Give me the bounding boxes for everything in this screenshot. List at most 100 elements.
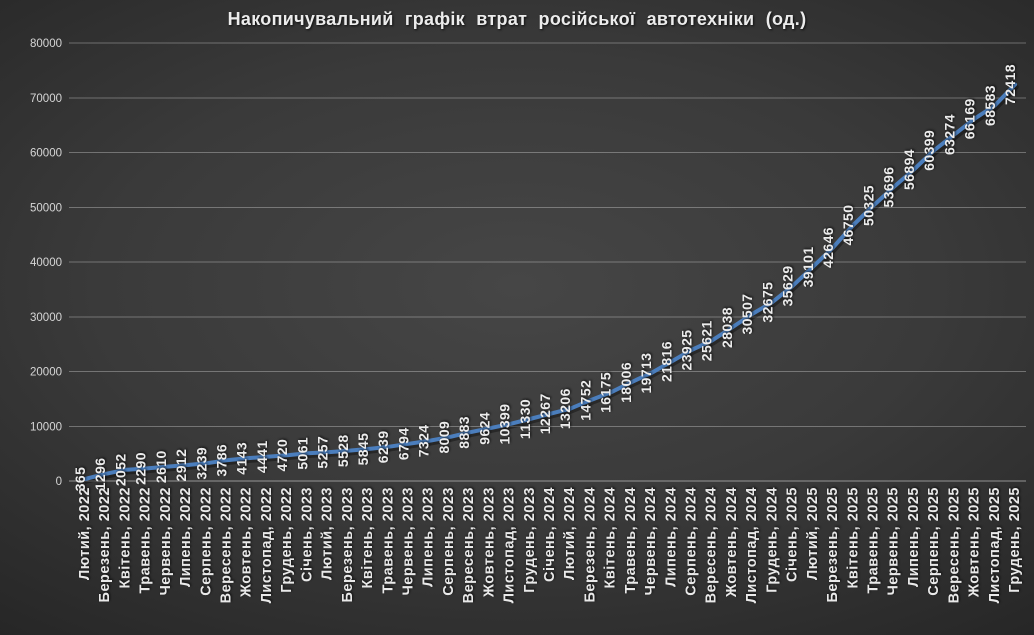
data-point-label: 46750 (840, 205, 856, 246)
data-point-label: 2052 (112, 453, 128, 486)
x-axis-category-label: Червень, 2024 (643, 487, 659, 595)
x-axis-category-label: Лютий, 2022 (77, 487, 93, 580)
data-point-label: 28038 (719, 307, 735, 348)
x-axis-category-label: Березень, 2024 (582, 487, 598, 602)
x-axis-category-label: Червень, 2023 (400, 487, 416, 595)
chart-title: Накопичувальний графік втрат російської … (227, 9, 807, 29)
data-point-label: 35629 (780, 265, 796, 306)
x-axis-category-label: Вересень, 2025 (946, 487, 962, 603)
x-axis-category-label: Травень, 2025 (865, 487, 881, 594)
data-point-label: 9624 (476, 412, 492, 445)
x-axis-category-label: Грудень, 2024 (764, 487, 780, 593)
x-axis-category-label: Жовтень, 2024 (724, 487, 740, 598)
data-point-label: 18006 (618, 362, 634, 403)
data-point-label: 6794 (395, 427, 411, 460)
x-axis-category-label: Травень, 2024 (623, 487, 639, 594)
data-point-label: 8883 (456, 416, 472, 449)
x-axis-category-label: Листопад, 2023 (502, 487, 518, 603)
data-point-label: 365 (72, 467, 88, 492)
data-point-label: 25621 (699, 320, 715, 361)
data-point-label: 53696 (881, 167, 897, 208)
data-point-label: 21816 (658, 341, 674, 382)
y-axis-tick-label: 60000 (30, 148, 62, 160)
x-axis-category-label: Серпень, 2023 (441, 487, 457, 596)
data-point-label: 10399 (497, 404, 513, 445)
x-axis-category-label: Листопад, 2022 (259, 487, 275, 603)
data-point-label: 60399 (921, 130, 937, 171)
x-axis-category-label: Травень, 2023 (380, 487, 396, 594)
data-point-label: 68583 (982, 85, 998, 126)
x-axis-category-label: Січень, 2024 (542, 487, 558, 582)
series-line-shadow (84, 84, 1019, 484)
data-point-label: 13206 (557, 388, 573, 429)
y-axis-tick-label: 30000 (30, 312, 62, 324)
data-point-label: 30507 (739, 294, 755, 335)
x-axis-category-label: Квітень, 2024 (603, 487, 619, 588)
x-axis-category-label: Жовтень, 2023 (481, 487, 497, 598)
y-axis-tick-label: 70000 (30, 93, 62, 105)
x-axis-category-label: Грудень, 2025 (1007, 487, 1023, 593)
data-point-label: 2912 (173, 449, 189, 482)
x-axis-category-label: Лютий, 2025 (805, 487, 821, 580)
data-point-label: 66169 (962, 98, 978, 139)
x-axis-category-label: Квітень, 2022 (117, 487, 133, 588)
data-point-label: 50325 (860, 185, 876, 226)
data-point-label: 14752 (577, 380, 593, 421)
data-point-label: 2610 (153, 450, 169, 483)
y-axis-tick-label: 80000 (30, 38, 62, 50)
data-point-label: 3786 (214, 444, 230, 477)
data-point-label: 4441 (254, 440, 270, 473)
x-axis-category-label: Липень, 2024 (663, 487, 679, 587)
y-axis-tick-label: 20000 (30, 367, 62, 379)
data-point-label: 6239 (375, 430, 391, 463)
data-point-label: 5257 (315, 436, 331, 469)
data-point-label: 32675 (759, 282, 775, 323)
x-axis-category-label: Серпень, 2025 (926, 487, 942, 596)
data-point-label: 19713 (638, 353, 654, 394)
x-axis-category-label: Березень, 2022 (97, 487, 113, 602)
y-axis-tick-label: 10000 (30, 421, 62, 433)
x-axis-category-label: Лютий, 2024 (562, 487, 578, 580)
data-point-label: 4720 (274, 439, 290, 472)
data-point-label: 5061 (294, 437, 310, 470)
x-axis-category-label: Грудень, 2022 (279, 487, 295, 593)
x-axis-category-label: Грудень, 2023 (522, 487, 538, 593)
data-point-label: 1296 (92, 458, 108, 491)
x-axis-category-label: Вересень, 2024 (704, 487, 720, 603)
data-point-label: 56894 (901, 149, 917, 190)
y-axis-tick-label: 0 (56, 476, 62, 488)
x-axis-category-label: Березень, 2025 (825, 487, 841, 602)
x-axis-category-label: Жовтень, 2025 (967, 487, 983, 598)
x-axis-category-label: Квітень, 2023 (360, 487, 376, 588)
x-axis-category-label: Вересень, 2022 (219, 487, 235, 603)
x-axis-category-label: Січень, 2023 (299, 487, 315, 582)
x-axis-category-label: Лютий, 2023 (320, 487, 336, 580)
x-axis-category-label: Квітень, 2025 (845, 487, 861, 588)
data-point-label: 8009 (436, 421, 452, 454)
data-point-label: 42646 (820, 227, 836, 268)
x-axis-category-label: Жовтень, 2022 (239, 487, 255, 598)
x-axis-category-label: Липень, 2022 (178, 487, 194, 587)
y-axis-tick-label: 50000 (30, 202, 62, 214)
data-point-label: 7324 (416, 425, 432, 458)
data-point-label: 16175 (598, 372, 614, 413)
x-axis-category-label: Серпень, 2022 (198, 487, 214, 596)
x-axis-category-label: Березень, 2023 (340, 487, 356, 602)
y-axis-tick-label: 40000 (30, 257, 62, 269)
data-point-label: 39101 (800, 246, 816, 287)
data-point-label: 12267 (537, 393, 553, 434)
x-axis-category-label: Січень, 2025 (785, 487, 801, 582)
data-point-label: 5528 (335, 434, 351, 467)
x-axis-category-label: Червень, 2022 (158, 487, 174, 595)
data-point-label: 5845 (355, 433, 371, 466)
x-axis-category-label: Червень, 2025 (886, 487, 902, 595)
series-line (83, 82, 1017, 481)
x-axis-category-label: Листопад, 2024 (744, 487, 760, 603)
x-axis-category-label: Липень, 2025 (906, 487, 922, 587)
data-point-label: 72418 (1002, 64, 1018, 105)
x-axis-category-label: Вересень, 2023 (461, 487, 477, 603)
x-axis-category-label: Листопад, 2025 (987, 487, 1003, 603)
data-point-label: 11330 (517, 399, 533, 439)
